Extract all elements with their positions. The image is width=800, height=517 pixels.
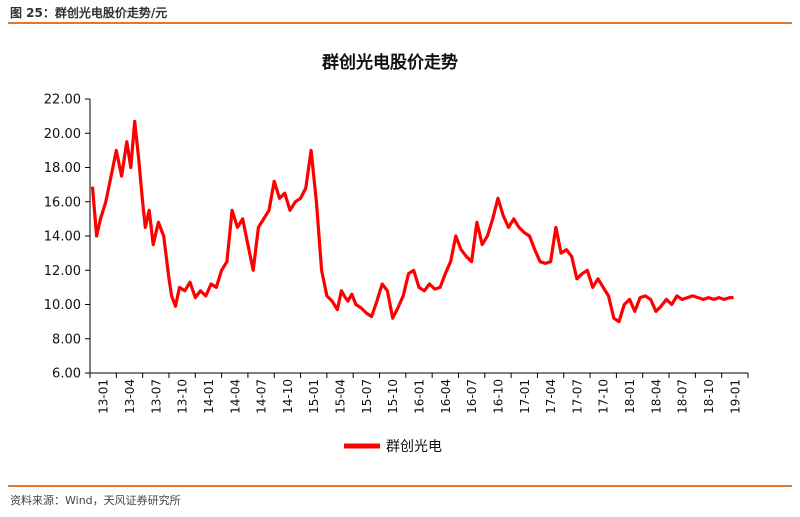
bottom-divider — [8, 485, 792, 487]
x-tick-label: 13-04 — [123, 379, 137, 414]
x-tick-label: 18-01 — [623, 379, 637, 414]
y-tick-label: 14.00 — [44, 230, 81, 245]
series-line — [90, 119, 734, 324]
y-axis: 6.00 8.00 10.00 12.00 14.00 16.00 18.00 20.00 22… — [44, 93, 91, 382]
y-tick-label: 22.00 — [44, 93, 81, 108]
x-tick-label: 15-01 — [307, 379, 321, 414]
y-tick-label: 20.00 — [44, 127, 81, 142]
y-tick-label: 18.00 — [44, 161, 81, 176]
x-tick-label: 17-01 — [518, 379, 532, 414]
x-tick-label: 14-10 — [281, 379, 295, 414]
x-tick-label: 17-10 — [597, 379, 611, 414]
x-tick-label: 14-04 — [228, 379, 242, 414]
figure-caption: 图 25：群创光电股价走势/元 — [10, 6, 168, 20]
legend: 群创光电 — [344, 439, 442, 455]
chart-title: 群创光电股价走势 — [322, 52, 458, 73]
x-tick-label: 18-07 — [676, 379, 690, 414]
x-tick-label: 17-04 — [544, 379, 558, 414]
x-tick-label: 18-04 — [649, 379, 663, 414]
x-tick-label: 17-07 — [570, 379, 584, 414]
x-tick-label: 18-10 — [702, 379, 716, 414]
x-tick-label: 15-10 — [386, 379, 400, 414]
legend-label: 群创光电 — [386, 439, 442, 455]
x-tick-label: 16-07 — [465, 379, 479, 414]
x-tick-label: 19-01 — [728, 379, 742, 414]
source-note: 资料来源：Wind，天风证券研究所 — [10, 494, 181, 507]
x-tick-label: 15-07 — [360, 379, 374, 414]
x-tick-label: 14-01 — [202, 379, 216, 414]
y-tick-label: 12.00 — [44, 264, 81, 279]
x-tick-label: 15-04 — [334, 379, 348, 414]
top-divider — [8, 22, 792, 24]
x-axis: 13-01 13-04 13-07 13-10 14-01 14-04 14-07 14-10… — [89, 372, 749, 414]
x-tick-label: 14-07 — [255, 379, 269, 414]
x-tick-label: 16-04 — [439, 379, 453, 414]
y-tick-label: 10.00 — [44, 298, 81, 313]
y-tick-label: 16.00 — [44, 195, 81, 210]
x-tick-label: 16-01 — [413, 379, 427, 414]
x-tick-label: 16-10 — [491, 379, 505, 414]
y-tick-label: 6.00 — [52, 367, 81, 382]
x-tick-label: 13-07 — [149, 379, 163, 414]
x-tick-label: 13-10 — [176, 379, 190, 414]
y-tick-label: 8.00 — [52, 332, 81, 347]
plot-area — [90, 119, 734, 324]
x-tick-label: 13-01 — [97, 379, 111, 414]
